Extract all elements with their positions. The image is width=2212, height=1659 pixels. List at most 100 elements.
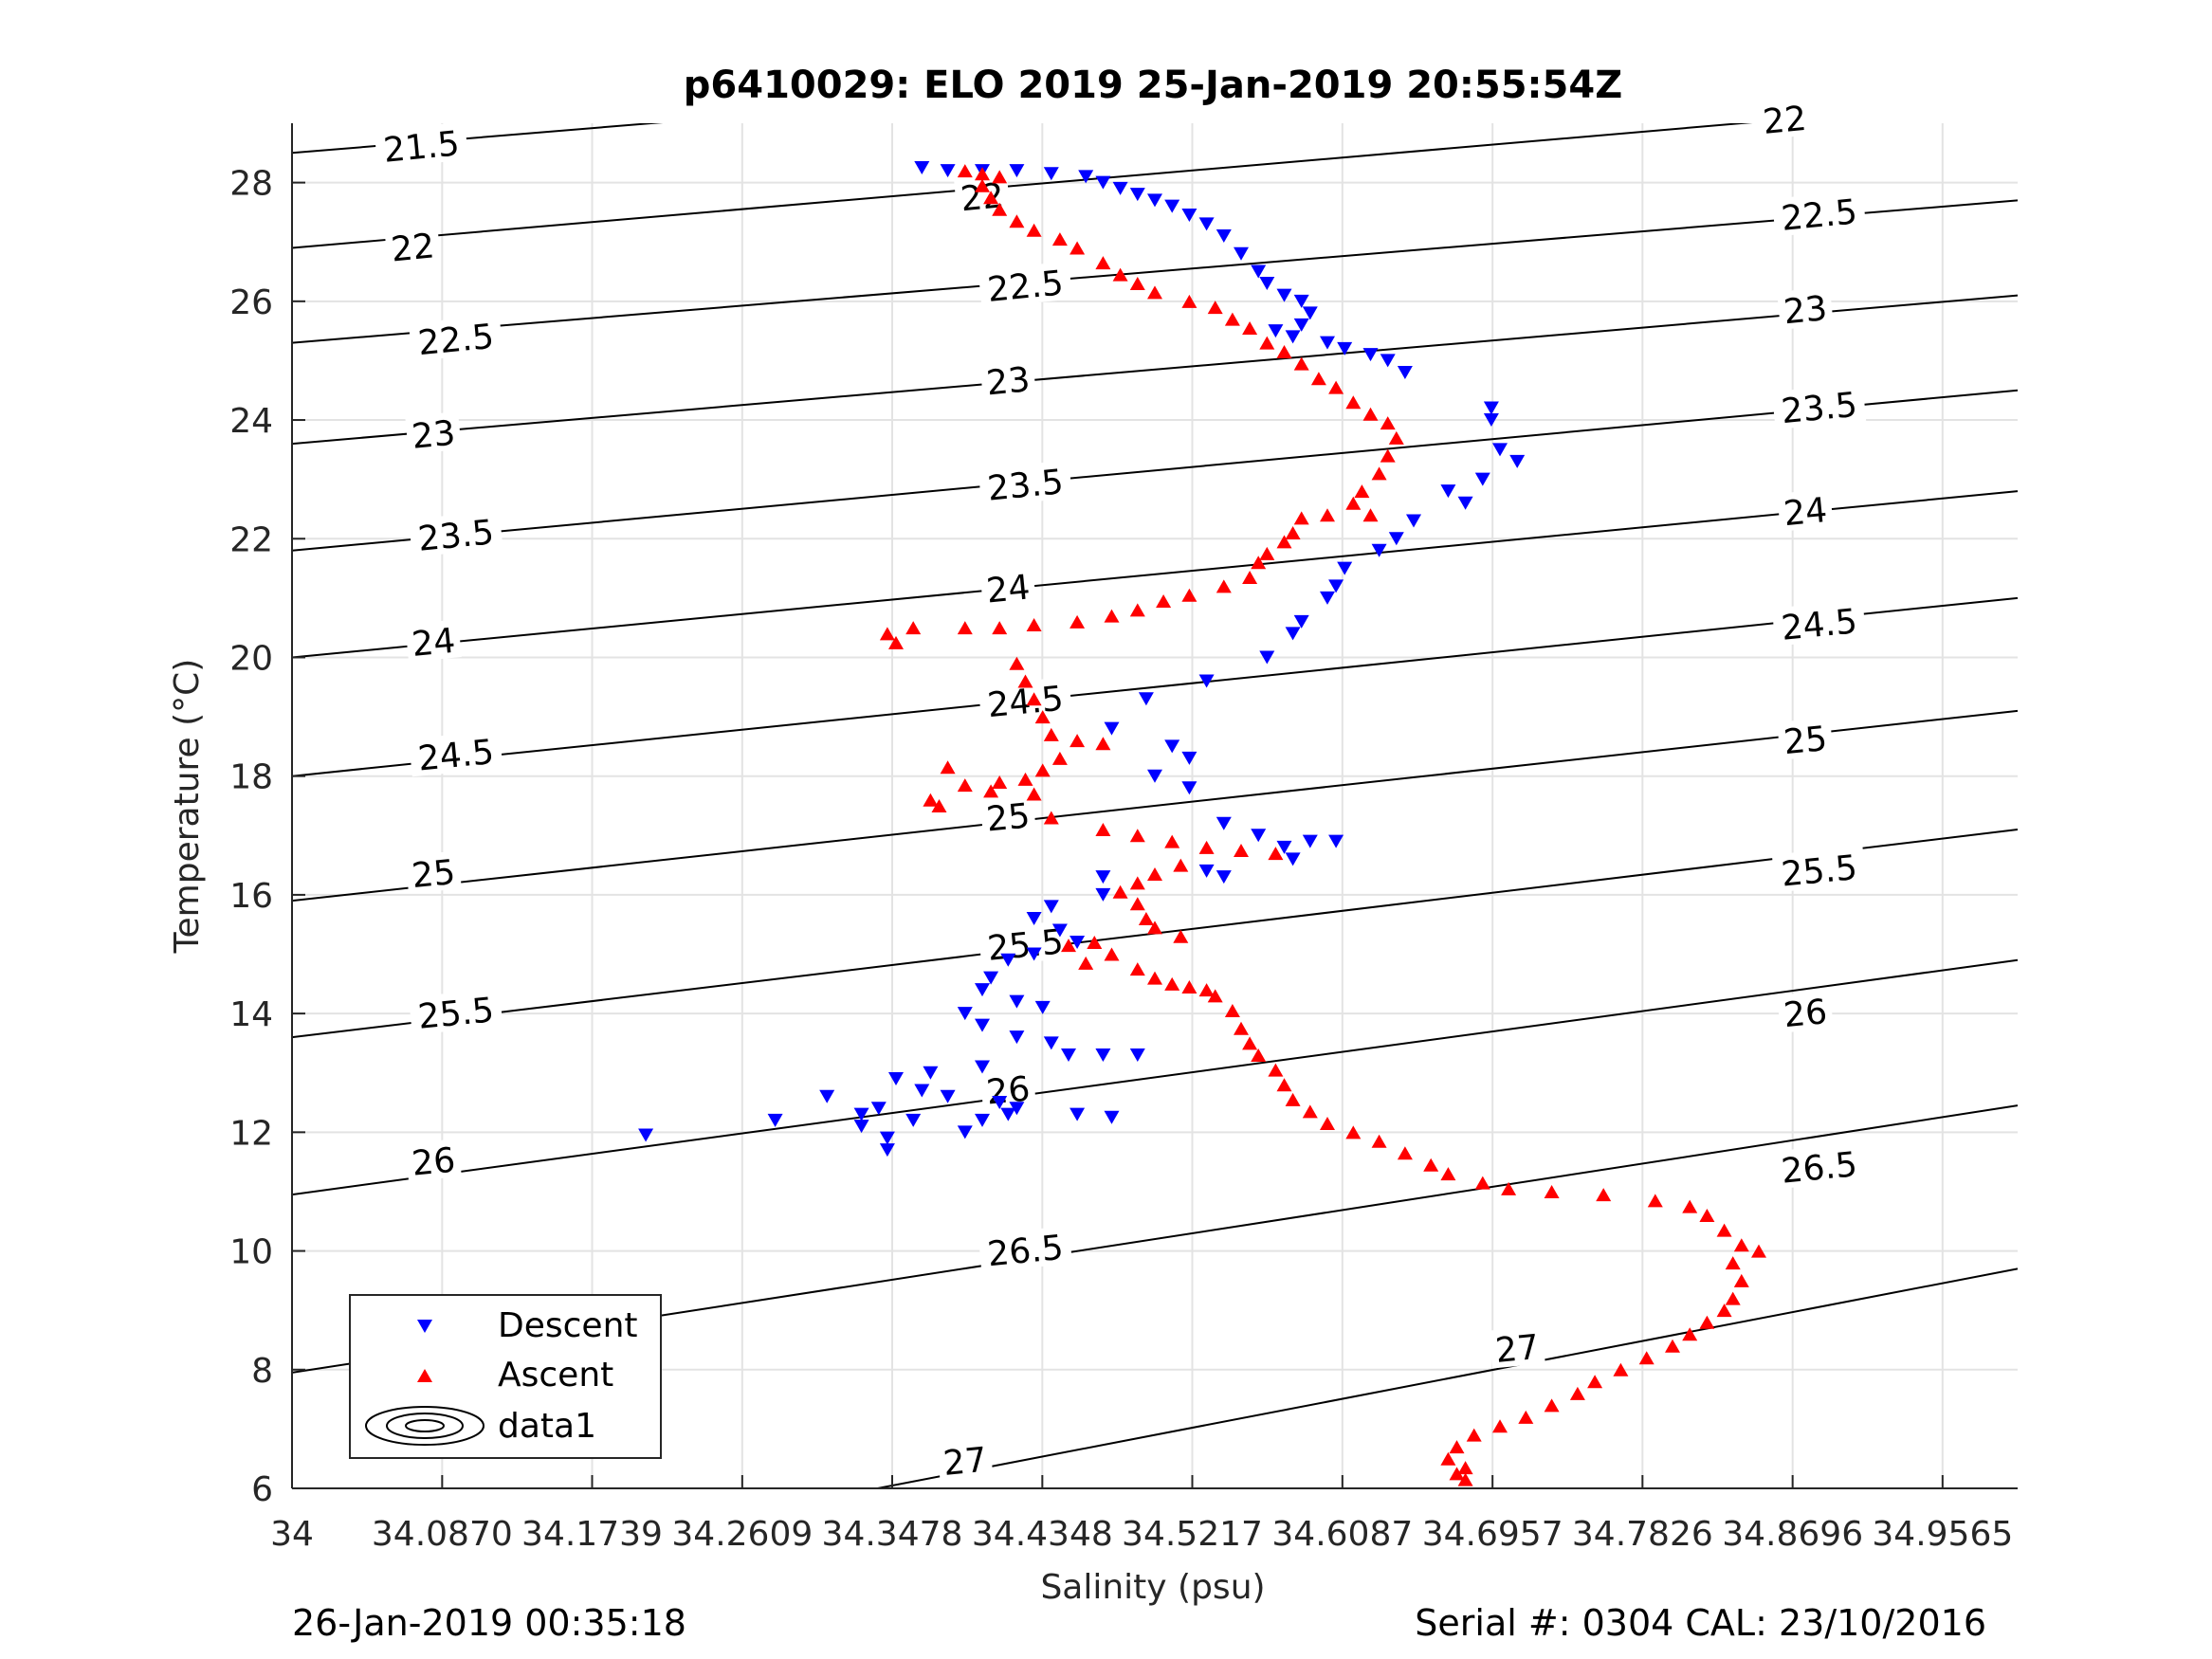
ascent-point	[1198, 840, 1215, 854]
descent-point	[1181, 781, 1197, 795]
descent-point	[853, 1120, 869, 1134]
ascent-point	[1613, 1362, 1629, 1376]
contour-label: 25	[1782, 720, 1829, 762]
ascent-point	[1251, 556, 1267, 570]
ascent-point	[1276, 535, 1292, 549]
ascent-point	[1009, 656, 1025, 670]
contour-label-background	[409, 510, 503, 557]
ascent-point	[1293, 356, 1309, 371]
ascent-point	[1268, 847, 1284, 861]
contour-label-background	[1777, 488, 1834, 532]
contour-label-group: 24	[1777, 488, 1834, 534]
ascent-point	[1682, 1199, 1698, 1213]
descent-point	[1000, 953, 1016, 967]
ascent-point	[1043, 811, 1059, 825]
descent-point	[1492, 443, 1508, 457]
ascent-point	[1009, 214, 1025, 228]
ascent-point	[1638, 1351, 1654, 1365]
contour-label-group: 25	[979, 793, 1036, 840]
ascent-point	[1259, 336, 1275, 350]
footer-serial-cal: Serial #: 0304 CAL: 23/10/2016	[1415, 1602, 1986, 1644]
ascent-point	[992, 621, 1008, 635]
descent-point	[914, 1084, 930, 1098]
descent-point	[1474, 472, 1490, 486]
descent-point	[923, 1066, 939, 1080]
y-tick-label: 26	[229, 283, 273, 322]
contour-label: 23	[985, 360, 1033, 403]
density-contour-line	[292, 294, 2018, 446]
contour-label-background	[1777, 717, 1834, 760]
contour-label-background	[979, 1066, 1036, 1111]
descent-point	[1320, 336, 1335, 350]
ascent-point	[1569, 1386, 1585, 1400]
ascent-point	[1449, 1467, 1465, 1481]
contour-label: 27	[1493, 1328, 1541, 1371]
contour-label: 23.5	[416, 513, 496, 558]
ascent-point	[1181, 979, 1197, 994]
legend-ascent-label: Ascent	[498, 1356, 613, 1395]
descent-point	[1095, 1048, 1111, 1062]
legend-contour-label: data1	[498, 1407, 596, 1446]
contour-label: 26	[985, 1069, 1033, 1112]
ascent-point	[1751, 1244, 1766, 1258]
ascent-point	[1216, 579, 1232, 593]
ascent-point	[1034, 763, 1051, 777]
contour-label: 25.5	[416, 991, 496, 1036]
descent-point	[1026, 947, 1042, 961]
density-contour-line	[292, 123, 664, 155]
ascent-point	[1051, 751, 1068, 765]
contour-label-background	[405, 1139, 462, 1182]
contour-label-group: 22.5	[409, 315, 503, 363]
ascent-point	[1492, 1419, 1508, 1433]
ascent-point	[1026, 692, 1042, 706]
ascent-point	[975, 167, 990, 181]
ascent-point	[1112, 884, 1128, 899]
ascent-point	[1026, 223, 1042, 237]
contour-label-background	[409, 730, 503, 777]
plot-area: 21.5 22 22 22 22.5 22.5 22.5 23 23 23 23.5 23.5 23.5…	[229, 97, 2018, 1554]
ascent-point	[1129, 897, 1145, 911]
density-contour-line	[292, 199, 2018, 344]
contour-label-background	[1771, 599, 1867, 647]
ascent-point	[1647, 1194, 1663, 1208]
ascent-point	[1544, 1398, 1560, 1413]
contour-labels: 21.522222222.522.522.523232323.523.523.5…	[374, 97, 1867, 1484]
descent-point	[1302, 834, 1318, 848]
descent-point	[1337, 561, 1353, 575]
x-tick-label: 34.2609	[671, 1515, 813, 1554]
ascent-point	[1725, 1256, 1741, 1270]
contour-label-background	[1777, 990, 1834, 1033]
descent-point	[1293, 614, 1309, 629]
ascent-point	[1104, 947, 1120, 961]
ascent-point	[1285, 526, 1301, 539]
footer-timestamp: 26-Jan-2019 00:35:18	[292, 1602, 686, 1644]
descent-point	[1285, 330, 1301, 344]
ascent-point	[1147, 867, 1162, 881]
x-tick-label: 34.6957	[1422, 1515, 1563, 1554]
descent-point	[1259, 277, 1275, 291]
y-tick-label: 14	[229, 995, 273, 1034]
contour-label-background	[409, 315, 503, 362]
descent-point	[1034, 1000, 1051, 1014]
density-contour-line	[292, 123, 1753, 249]
ascent-point	[1164, 976, 1180, 991]
descent-point	[1026, 911, 1042, 925]
contour-label-group: 23	[1777, 286, 1834, 332]
contour-label: 24	[411, 622, 458, 665]
descent-point	[1095, 175, 1111, 190]
contour-label-background	[978, 460, 1073, 507]
ascent-point	[1276, 345, 1292, 359]
ascent-point	[1095, 823, 1111, 837]
contour-label: 27	[941, 1441, 989, 1484]
contour-label-group: 27	[936, 1438, 994, 1484]
descent-point	[940, 1089, 956, 1103]
descent-point	[1051, 923, 1068, 938]
ascent-point	[1234, 1021, 1249, 1035]
ascent-point	[1242, 321, 1258, 335]
density-contour-line	[292, 596, 2018, 777]
ascent-point	[1173, 858, 1189, 872]
contour-label-background	[936, 1438, 994, 1482]
contour-label-group: 24	[405, 619, 462, 665]
descent-point	[1198, 674, 1215, 688]
